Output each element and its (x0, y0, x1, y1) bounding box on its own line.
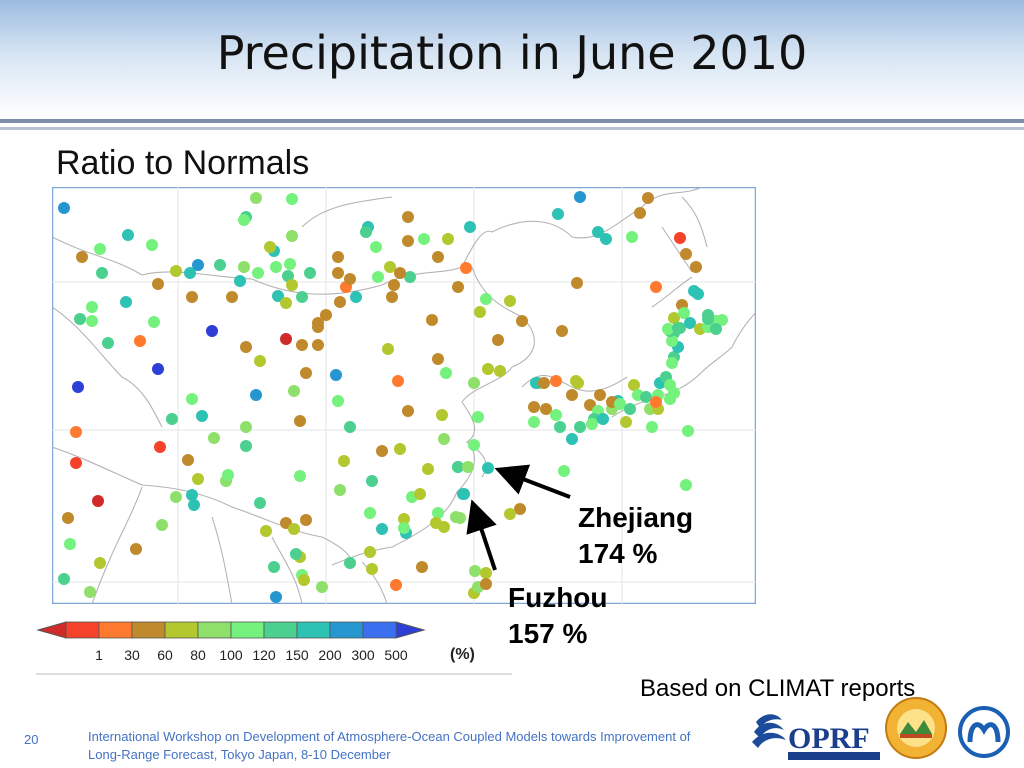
legend-tick-label: 100 (219, 647, 243, 663)
station-markers (58, 191, 728, 603)
precipitation-map (52, 187, 756, 604)
footer-text: International Workshop on Development of… (88, 728, 748, 764)
legend-tick-label: 30 (124, 647, 140, 663)
oprf-logo: OPRF (752, 714, 880, 760)
legend-swatch (263, 621, 298, 639)
legend-swatch (98, 621, 133, 639)
legend-swatch (164, 621, 199, 639)
research-institute-seal (885, 697, 947, 759)
legend-swatch (362, 621, 397, 639)
legend-tick-label: 60 (157, 647, 173, 663)
color-scale-legend: 1 30 60 80 100 120 150 200 300 500 (36, 621, 426, 663)
legend-tick-label: 150 (285, 647, 309, 663)
legend-swatch (296, 621, 331, 639)
legend-tick-label: 1 (95, 647, 103, 663)
fuzhou-value: 157 % (508, 618, 588, 649)
footer-line-1: International Workshop on Development of… (88, 729, 691, 744)
slide-title: Precipitation in June 2010 (216, 26, 808, 80)
legend-swatch (230, 621, 265, 639)
organization-logos: OPRF (752, 697, 1010, 760)
fuzhou-callout: Fuzhou 157 % (508, 580, 608, 652)
fuzhou-label: Fuzhou (508, 582, 608, 613)
legend-tick-label: 80 (190, 647, 206, 663)
legend-tick-label: 300 (351, 647, 375, 663)
zhejiang-label: Zhejiang (578, 502, 694, 533)
legend-swatch (329, 621, 364, 639)
legend-swatch (197, 621, 232, 639)
legend-swatch (65, 621, 100, 639)
map-subtitle: Ratio to Normals (56, 144, 310, 182)
legend-tick-label: 500 (384, 647, 408, 663)
tsunami-circle-logo (958, 706, 1010, 758)
legend-tick-label: 200 (318, 647, 342, 663)
source-note: Based on CLIMAT reports (640, 675, 916, 702)
title-divider (0, 119, 1024, 123)
oprf-wave-icon (752, 714, 786, 748)
legend-tick-label: 120 (252, 647, 276, 663)
legend-right-arrow (395, 621, 426, 639)
map-borders (52, 187, 756, 604)
footer-line-2: Long-Range Forecast, Tokyo Japan, 8-10 D… (88, 747, 391, 762)
legend-unit: (%) (450, 646, 475, 663)
legend-swatch (131, 621, 166, 639)
legend-underline (36, 673, 512, 675)
svg-text:OPRF: OPRF (788, 722, 870, 755)
slide-number: 20 (24, 732, 39, 747)
title-band (0, 0, 1024, 118)
zhejiang-callout: Zhejiang 174 % (578, 500, 693, 572)
title-divider-secondary (0, 127, 1024, 130)
legend-left-arrow (36, 621, 67, 639)
zhejiang-value: 174 % (578, 538, 658, 569)
